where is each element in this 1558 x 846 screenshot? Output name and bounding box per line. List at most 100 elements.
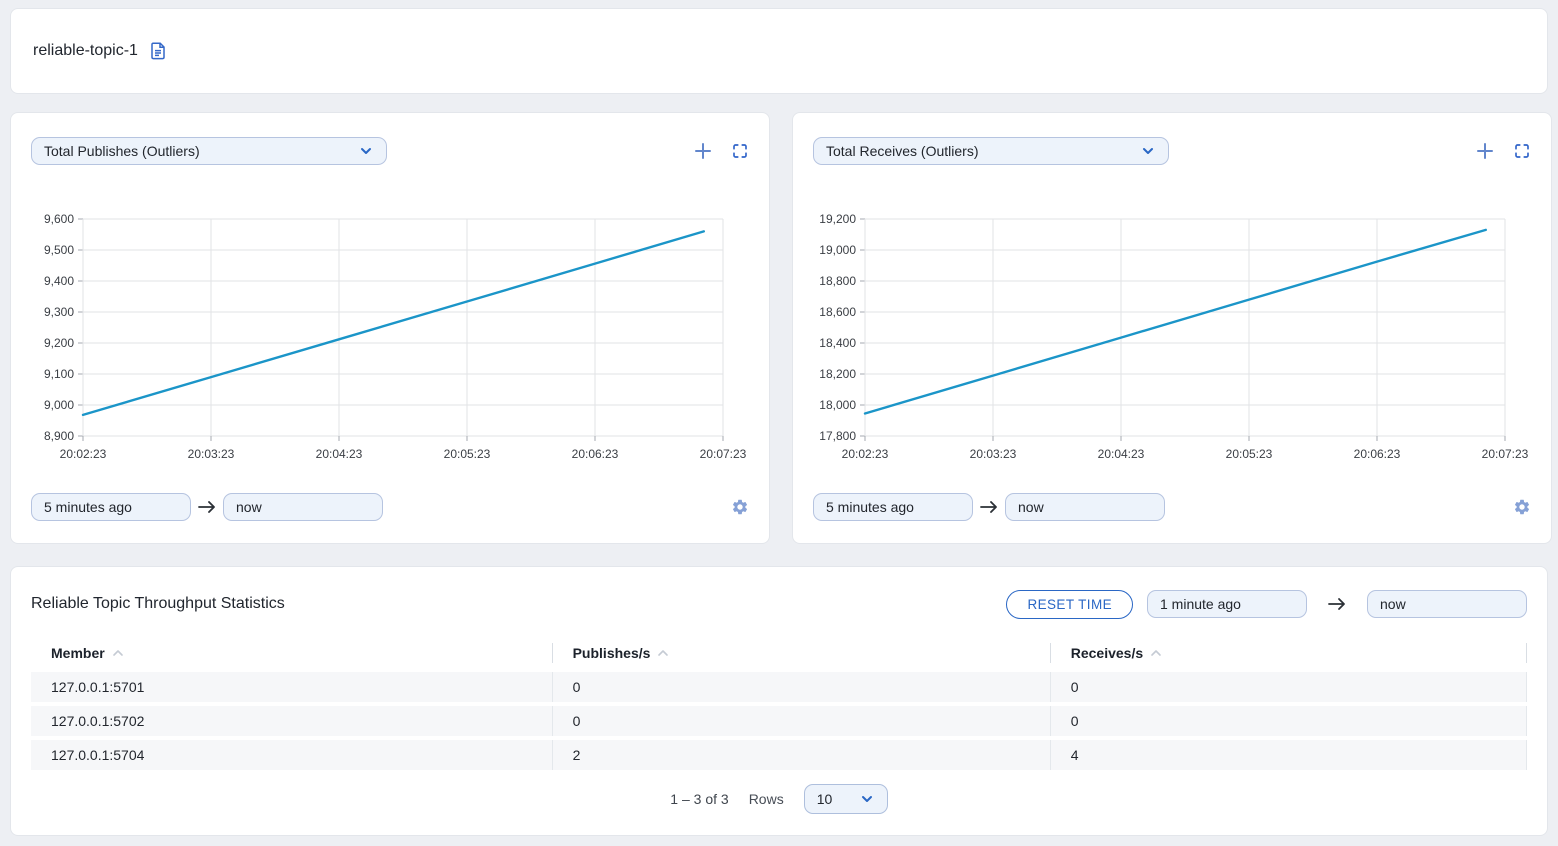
svg-text:18,200: 18,200 [819,367,856,381]
table-time-from-input[interactable]: 1 minute ago [1147,590,1307,618]
metric-select-receives[interactable]: Total Receives (Outliers) [813,137,1169,165]
gear-icon[interactable] [1513,498,1531,516]
charts-row: Total Publishes (Outliers) 8,900 9,000 9,1… [10,112,1552,544]
pagination-range: 1 – 3 of 3 [670,791,729,807]
reset-time-button[interactable]: RESET TIME [1006,589,1133,619]
svg-text:9,300: 9,300 [44,305,74,319]
rows-per-page-label: Rows [748,791,784,807]
receives-time-row: 5 minutes ago now [813,493,1531,521]
svg-text:20:04:23: 20:04:23 [1098,447,1145,461]
page-title: reliable-topic-1 [33,42,138,59]
svg-text:9,200: 9,200 [44,336,74,350]
svg-text:18,800: 18,800 [819,274,856,288]
time-from-input[interactable]: 5 minutes ago [31,493,191,521]
cell-receives: 0 [1049,672,1527,702]
svg-text:9,100: 9,100 [44,367,74,381]
cell-member: 127.0.0.1:5701 [51,679,145,695]
table-row: 127.0.0.1:5704 2 4 [31,740,1527,770]
svg-text:9,500: 9,500 [44,243,74,257]
rows-per-page-select[interactable]: 10 [803,784,888,814]
time-to-value: now [236,499,262,515]
add-chart-icon[interactable] [693,141,713,161]
svg-text:20:07:23: 20:07:23 [700,447,747,461]
sort-caret-icon [658,650,669,656]
receives-chart-card: Total Receives (Outliers) 17,800 18,000 18… [792,112,1552,544]
cell-member: 127.0.0.1:5702 [51,713,145,729]
fullscreen-icon[interactable] [731,142,749,160]
svg-text:20:06:23: 20:06:23 [1354,447,1401,461]
cell-publishes: 2 [551,740,1050,770]
metric-select-publishes[interactable]: Total Publishes (Outliers) [31,137,387,165]
table-time-to-input[interactable]: now [1367,590,1527,618]
receives-chart-toolbar: Total Receives (Outliers) [813,137,1531,165]
svg-text:20:07:23: 20:07:23 [1482,447,1529,461]
svg-text:20:03:23: 20:03:23 [970,447,1017,461]
svg-text:19,200: 19,200 [819,212,856,226]
table-head-row: Reliable Topic Throughput Statistics RES… [31,589,1527,619]
chart-toolbar-icons [693,141,749,161]
gear-icon[interactable] [731,498,749,516]
sort-caret-icon [112,650,123,656]
table-time-from-value: 1 minute ago [1160,596,1241,612]
fullscreen-icon[interactable] [1513,142,1531,160]
svg-text:9,000: 9,000 [44,398,74,412]
svg-text:18,000: 18,000 [819,398,856,412]
svg-text:20:05:23: 20:05:23 [444,447,491,461]
cell-publishes: 0 [551,672,1050,702]
column-label: Receives/s [1070,645,1144,661]
svg-text:18,400: 18,400 [819,336,856,350]
time-to-input[interactable]: now [1005,493,1165,521]
svg-text:20:05:23: 20:05:23 [1226,447,1273,461]
table-header: Member Publishes/s Receives/s [31,638,1527,668]
document-config-icon[interactable] [148,41,168,61]
add-chart-icon[interactable] [1475,141,1495,161]
title-bar: reliable-topic-1 [10,8,1548,94]
sort-caret-icon [1151,650,1161,656]
table-row: 127.0.0.1:5701 0 0 [31,672,1527,702]
svg-text:20:04:23: 20:04:23 [316,447,363,461]
column-header-publishes[interactable]: Publishes/s [551,643,1050,663]
column-header-receives[interactable]: Receives/s [1049,643,1527,663]
pagination: 1 – 3 of 3 Rows 10 [31,784,1527,814]
chevron-down-icon [1140,143,1156,159]
cell-member: 127.0.0.1:5704 [51,747,145,763]
metric-select-label: Total Publishes (Outliers) [44,143,200,159]
column-header-member[interactable]: Member [31,643,552,663]
svg-text:17,800: 17,800 [819,429,856,443]
svg-text:18,600: 18,600 [819,305,856,319]
svg-text:20:03:23: 20:03:23 [188,447,235,461]
cell-receives: 0 [1049,706,1527,736]
arrow-right-icon [1327,596,1347,612]
column-label: Publishes/s [572,645,651,661]
table-time-to-value: now [1380,596,1406,612]
chevron-down-icon [859,791,875,807]
chevron-down-icon [358,143,374,159]
time-from-input[interactable]: 5 minutes ago [813,493,973,521]
arrow-right-icon [979,499,999,515]
svg-text:9,600: 9,600 [44,212,74,226]
time-to-value: now [1018,499,1044,515]
svg-text:8,900: 8,900 [44,429,74,443]
table-time-controls: RESET TIME 1 minute ago now [1006,589,1527,619]
rows-per-page-value: 10 [816,791,833,807]
cell-publishes: 0 [551,706,1050,736]
table-row: 127.0.0.1:5702 0 0 [31,706,1527,736]
column-label: Member [51,645,105,661]
svg-text:20:06:23: 20:06:23 [572,447,619,461]
svg-text:20:02:23: 20:02:23 [60,447,107,461]
cell-receives: 4 [1049,740,1527,770]
metric-select-label: Total Receives (Outliers) [826,143,979,159]
svg-text:20:02:23: 20:02:23 [842,447,889,461]
table-title: Reliable Topic Throughput Statistics [31,595,285,612]
publishes-chart-card: Total Publishes (Outliers) 8,900 9,000 9,1… [10,112,770,544]
time-from-value: 5 minutes ago [826,499,914,515]
chart-toolbar-icons [1475,141,1531,161]
time-from-value: 5 minutes ago [44,499,132,515]
throughput-stats-card: Reliable Topic Throughput Statistics RES… [10,566,1548,836]
publishes-chart-toolbar: Total Publishes (Outliers) [31,137,749,165]
arrow-right-icon [197,499,217,515]
time-to-input[interactable]: now [223,493,383,521]
publishes-line-chart: 8,900 9,000 9,100 9,200 9,300 9,400 9,500 9,600… [44,212,747,461]
receives-line-chart: 17,800 18,000 18,200 18,400 18,600 18,800 19,0… [819,212,1529,461]
publishes-time-row: 5 minutes ago now [31,493,749,521]
